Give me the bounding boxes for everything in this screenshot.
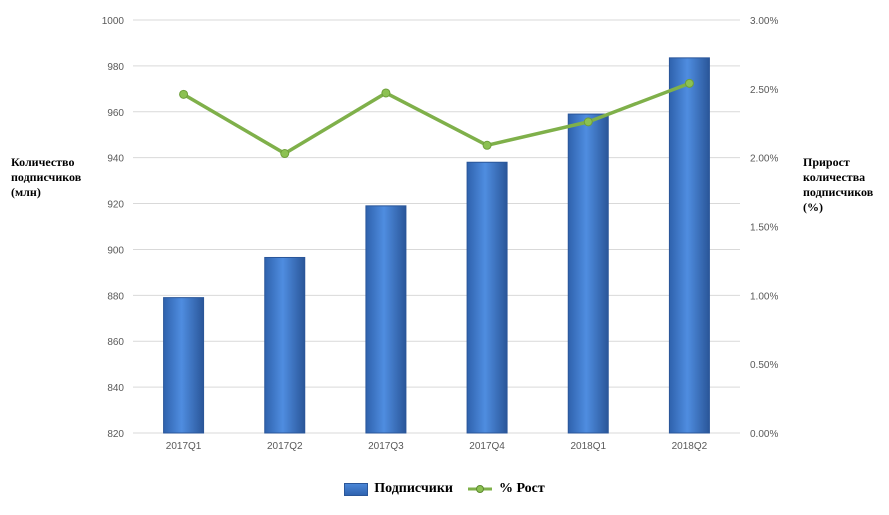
right-tick-label: 0.50% [750, 360, 778, 371]
right-tick-label: 3.00% [750, 16, 778, 27]
left-tick-label: 1000 [102, 16, 125, 27]
left-tick-label: 880 [107, 291, 124, 302]
growth-point-2018Q2 [684, 78, 694, 88]
x-tick-label: 2017Q3 [368, 441, 404, 452]
x-tick-label: 2017Q2 [267, 441, 303, 452]
left-tick-label: 920 [107, 200, 124, 211]
left-tick-label: 840 [107, 383, 124, 394]
bar-2017Q2 [264, 256, 306, 434]
right-tick-label: 2.00% [750, 154, 778, 165]
line-series [179, 78, 694, 159]
right-tick-label: 0.00% [750, 429, 778, 440]
x-tick-label: 2018Q2 [672, 441, 708, 452]
growth-point-2017Q4 [482, 140, 492, 150]
growth-point-2017Q2 [280, 149, 290, 159]
right-tick-label: 1.50% [750, 223, 778, 234]
right-axis-label: Прирост количества подписчиков (%) [803, 155, 874, 214]
growth-point-2018Q1 [583, 117, 593, 127]
growth-point-2017Q3 [381, 88, 391, 98]
right-tick-label: 2.50% [750, 85, 778, 96]
bar-2017Q4 [466, 161, 508, 434]
right-tick-label: 1.00% [750, 291, 778, 302]
growth-line [182, 81, 691, 156]
x-axis-ticks: 2017Q1 2017Q2 2017Q3 2017Q4 2018Q1 2018Q2 [166, 441, 708, 452]
legend-bar-swatch-icon [344, 482, 369, 496]
legend-line-swatch-icon [467, 485, 492, 493]
x-tick-label: 2017Q4 [469, 441, 505, 452]
left-tick-label: 860 [107, 337, 124, 348]
left-tick-label: 900 [107, 245, 124, 256]
x-tick-label: 2017Q1 [166, 441, 202, 452]
bar-2018Q2 [668, 57, 710, 434]
legend: Подписчики % Рост [0, 481, 889, 497]
legend-item-line: % Рост [467, 481, 545, 497]
right-axis-ticks: 0.00% 0.50% 1.00% 1.50% 2.00% 2.50% 3.00% [750, 16, 778, 440]
bar-2017Q1 [163, 297, 205, 434]
left-axis-label: Количество подписчиков (млн) [11, 155, 82, 199]
bar-2017Q3 [365, 205, 407, 434]
left-tick-label: 940 [107, 154, 124, 165]
legend-item-bars: Подписчики [344, 481, 453, 497]
legend-label-line: % Рост [498, 481, 545, 496]
x-tick-label: 2018Q1 [570, 441, 606, 452]
left-tick-label: 820 [107, 429, 124, 440]
legend-label-bars: Подписчики [374, 481, 453, 496]
bar-2018Q1 [567, 113, 609, 434]
left-tick-label: 960 [107, 108, 124, 119]
growth-point-2017Q1 [179, 89, 189, 99]
gridlines [133, 19, 740, 434]
left-axis-ticks: 820 840 860 880 900 920 940 960 980 1000 [102, 16, 125, 440]
left-tick-label: 980 [107, 62, 124, 73]
bar-series [163, 57, 710, 434]
